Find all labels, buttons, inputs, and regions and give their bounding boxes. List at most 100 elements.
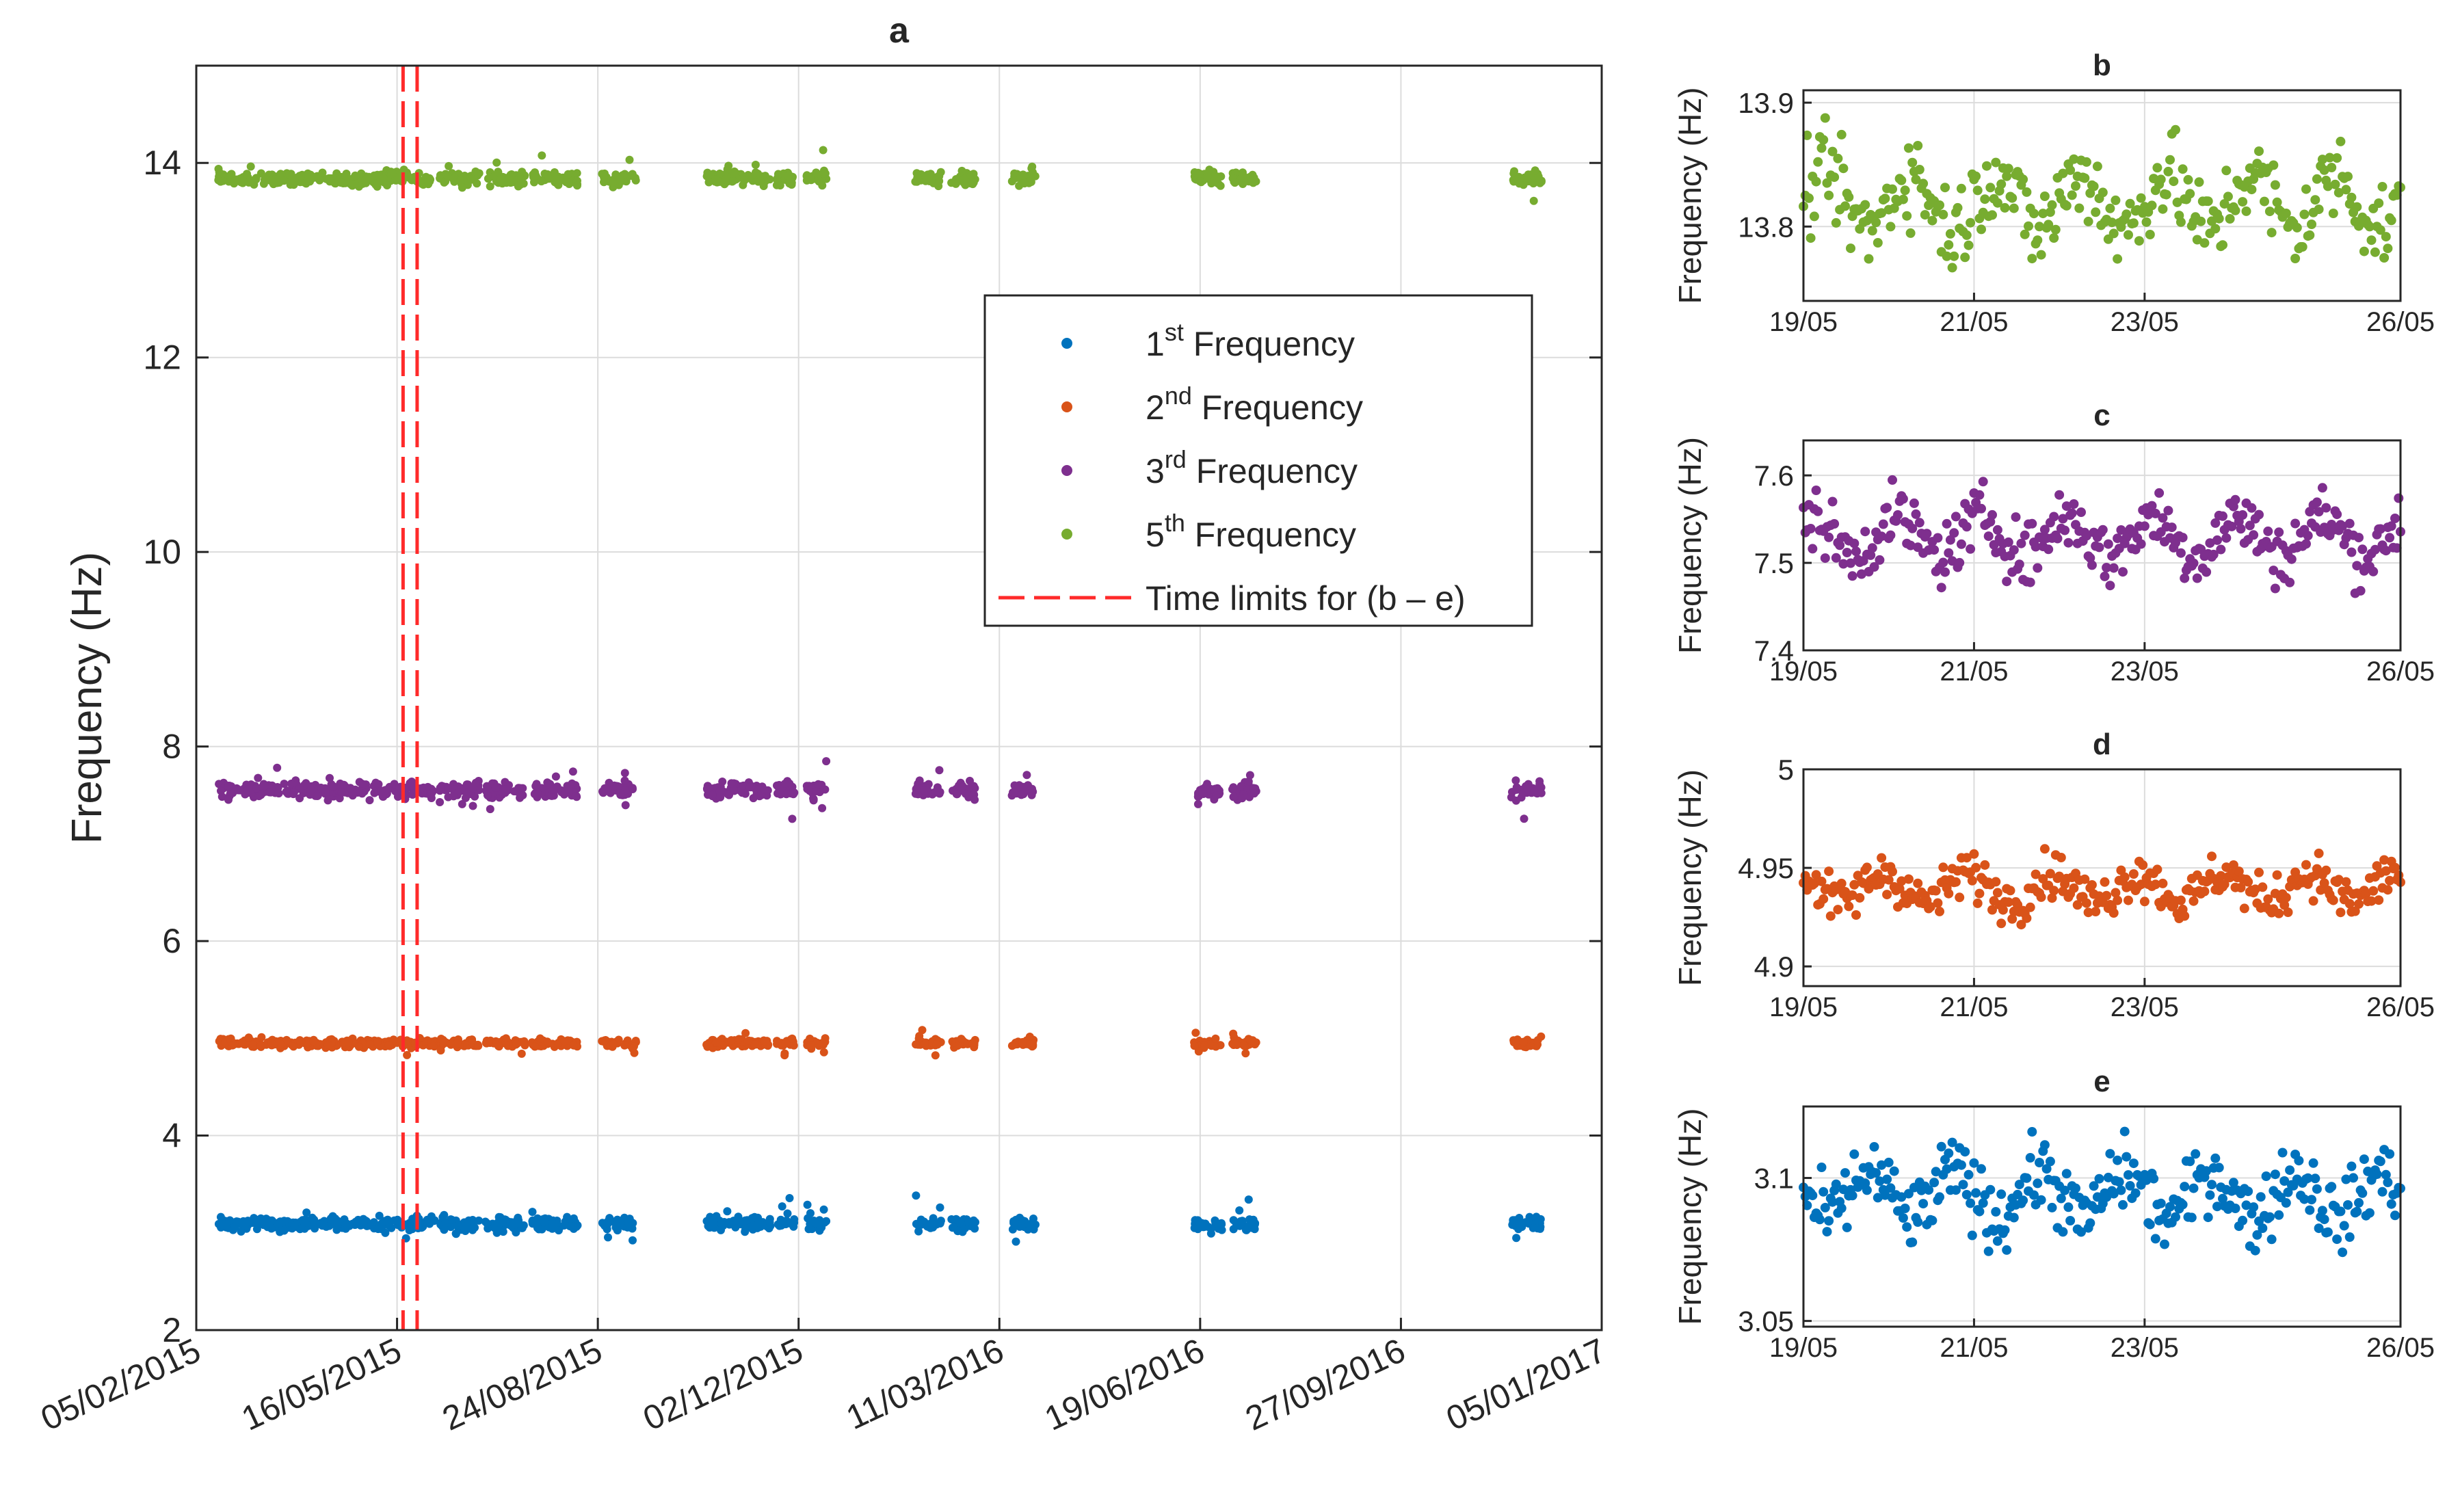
data-point — [545, 174, 554, 183]
data-point — [1935, 200, 1944, 210]
data-point — [2056, 853, 2066, 862]
data-point — [788, 814, 797, 823]
y-axis-label: Frequency (Hz) — [1672, 1109, 1708, 1325]
x-tick-label: 26/05 — [2366, 992, 2435, 1022]
data-point — [2260, 196, 2269, 207]
data-point — [564, 785, 573, 794]
data-point — [919, 786, 928, 795]
data-point — [1972, 185, 1983, 196]
data-point — [1849, 538, 1860, 548]
data-point — [2264, 1212, 2275, 1222]
data-point — [1898, 494, 1908, 504]
data-point — [1924, 1185, 1934, 1195]
data-point — [2025, 1153, 2035, 1163]
data-point — [1842, 1222, 1852, 1232]
data-point — [922, 174, 931, 183]
data-point — [486, 805, 494, 814]
data-point — [2080, 874, 2090, 884]
x-tick-label: 19/05 — [1769, 307, 1838, 337]
data-point — [1907, 157, 1918, 168]
data-point — [2199, 886, 2210, 897]
data-point — [2317, 1206, 2327, 1216]
data-point — [235, 786, 244, 795]
data-point — [375, 1211, 384, 1220]
data-point — [2338, 1247, 2348, 1258]
data-point — [2054, 490, 2065, 500]
data-point — [1983, 531, 1994, 542]
data-point — [2336, 1206, 2346, 1217]
data-point — [460, 1223, 469, 1232]
data-point — [214, 1219, 223, 1228]
data-point — [2113, 895, 2123, 905]
data-point — [252, 174, 261, 183]
data-point — [2344, 1232, 2355, 1242]
data-point — [2379, 855, 2390, 865]
data-point — [819, 146, 828, 155]
data-point — [2136, 879, 2146, 890]
data-point — [256, 1042, 265, 1050]
data-point — [326, 773, 334, 782]
data-point — [1985, 183, 1996, 193]
data-point — [780, 1051, 789, 1060]
data-point — [2113, 254, 2123, 264]
data-point — [781, 1039, 790, 1048]
data-point — [2292, 222, 2302, 233]
data-point — [1929, 1178, 1940, 1188]
data-point — [1967, 875, 1977, 886]
data-point — [788, 782, 797, 791]
data-point — [2039, 525, 2050, 535]
data-point — [238, 1038, 246, 1047]
data-point — [1229, 1029, 1238, 1038]
data-point — [2375, 524, 2385, 534]
data-point — [2385, 875, 2395, 886]
data-point — [2375, 225, 2385, 235]
data-point — [807, 176, 815, 185]
data-point — [1199, 790, 1208, 798]
plot-area — [196, 66, 1602, 1330]
data-point — [765, 1218, 774, 1227]
data-point — [475, 1216, 483, 1225]
data-point — [2238, 1215, 2248, 1225]
data-point — [806, 1041, 815, 1050]
data-point — [1829, 519, 1840, 529]
x-tick-label: 23/05 — [2111, 992, 2179, 1022]
data-point — [1909, 498, 1919, 508]
x-tick-label: 23/05 — [2111, 656, 2179, 687]
data-point — [912, 177, 921, 186]
data-point — [359, 1220, 368, 1229]
data-point — [1886, 222, 1896, 232]
data-point — [1956, 539, 1966, 549]
data-point — [1242, 1225, 1251, 1234]
data-point — [549, 785, 558, 794]
data-point — [224, 795, 233, 804]
data-point — [2207, 216, 2217, 226]
data-point — [337, 788, 346, 797]
data-point — [2281, 209, 2291, 218]
data-point — [2124, 1170, 2133, 1180]
data-point — [1989, 540, 1999, 550]
data-point — [2266, 228, 2277, 238]
x-tick-label: 19/05 — [1769, 1333, 1838, 1363]
data-point — [2188, 896, 2199, 906]
data-point — [2201, 1166, 2212, 1176]
data-point — [2039, 844, 2050, 854]
data-point — [517, 1223, 526, 1232]
data-point — [1217, 172, 1226, 181]
data-point — [2065, 1216, 2076, 1225]
panel-c: 7.4 7.5 7.6 19/05 21/05 23/05 26/05 c Frequency … — [1672, 399, 2435, 687]
data-point — [1963, 240, 1974, 250]
data-point — [2383, 1178, 2393, 1187]
data-point — [2039, 1140, 2050, 1150]
data-point — [739, 781, 748, 790]
data-point — [2089, 1181, 2099, 1191]
x-tick-label: 27/09/2016 — [1240, 1331, 1411, 1438]
data-point — [2036, 1195, 2046, 1205]
data-point — [408, 791, 417, 799]
data-point — [2264, 207, 2275, 217]
data-point — [2310, 195, 2320, 205]
data-point — [1971, 171, 1981, 181]
data-point — [2283, 907, 2293, 917]
data-point — [2305, 1205, 2315, 1215]
data-point — [2025, 577, 2035, 587]
data-point — [2058, 514, 2068, 524]
